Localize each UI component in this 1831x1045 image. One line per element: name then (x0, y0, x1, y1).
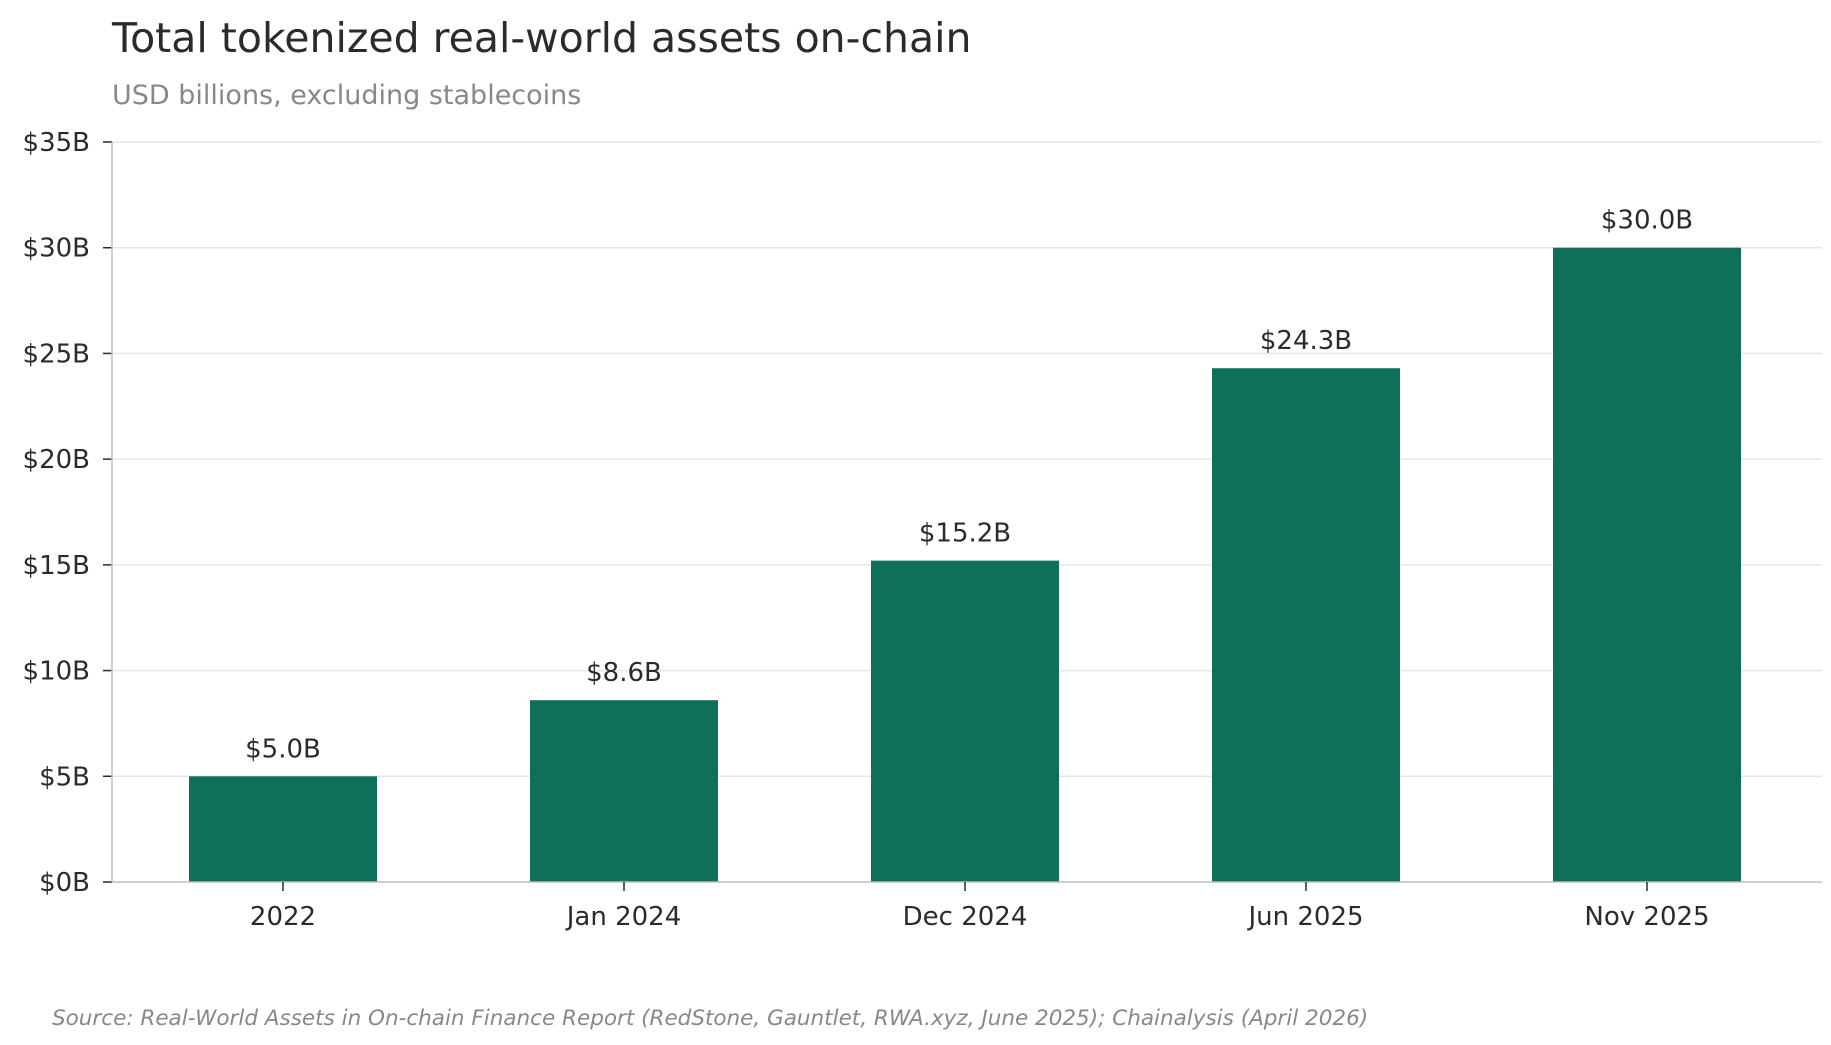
y-tick-label: $30B (23, 234, 90, 264)
data-label: $15.2B (919, 519, 1011, 549)
x-tick-label: Dec 2024 (903, 902, 1028, 932)
y-tick-label: $35B (23, 128, 90, 158)
x-tick-label: 2022 (250, 902, 316, 932)
x-tick-label: Jan 2024 (565, 902, 682, 932)
bar (1553, 248, 1741, 882)
data-label: $8.6B (586, 658, 662, 688)
y-tick-label: $0B (39, 868, 90, 898)
bar (871, 561, 1059, 882)
data-label: $30.0B (1601, 206, 1693, 236)
data-label: $24.3B (1260, 326, 1352, 356)
y-tick-label: $25B (23, 339, 90, 369)
x-tick-label: Nov 2025 (1584, 902, 1709, 932)
y-tick-label: $15B (23, 551, 90, 581)
data-label: $5.0B (245, 734, 321, 764)
y-tick-label: $20B (23, 445, 90, 475)
y-tick-label: $5B (39, 762, 90, 792)
bar (530, 700, 718, 882)
bar (189, 776, 377, 882)
y-tick-label: $10B (23, 657, 90, 687)
bar (1212, 368, 1400, 882)
x-tick-label: Jun 2025 (1246, 902, 1363, 932)
source-note: Source: Real-World Assets in On-chain Fi… (52, 1006, 1368, 1031)
